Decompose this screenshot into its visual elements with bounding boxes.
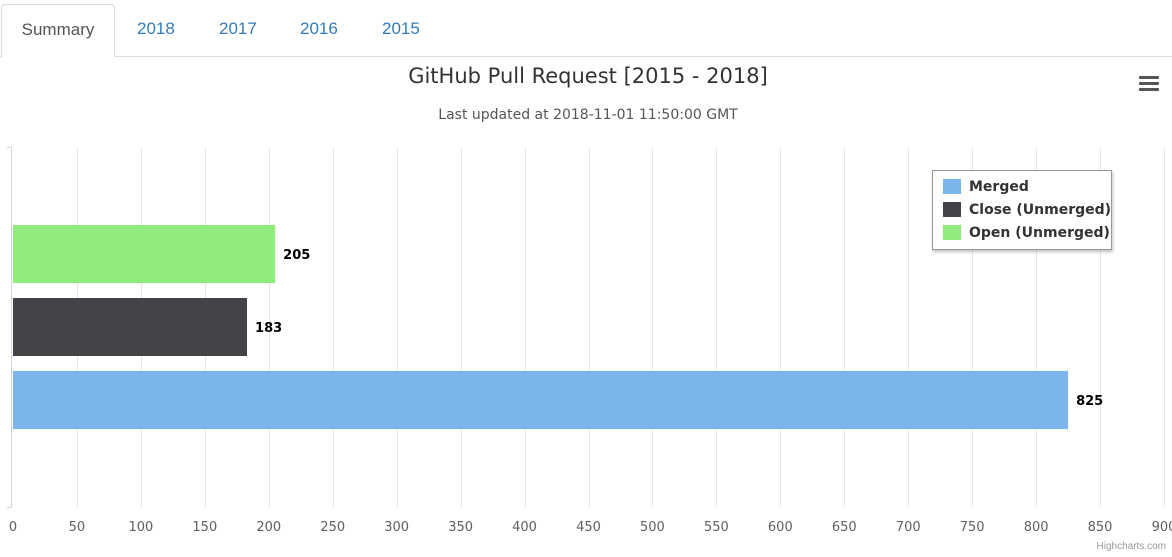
tab-summary[interactable]: Summary: [1, 4, 115, 58]
x-tick-label: 450: [576, 520, 601, 535]
legend-item-open-unmerged[interactable]: Open (Unmerged): [933, 223, 1111, 246]
x-tick-label: 300: [384, 520, 409, 535]
chart-subtitle: Last updated at 2018-11-01 11:50:00 GMT: [438, 107, 738, 123]
bar: [13, 298, 248, 356]
x-tick-label: 500: [640, 520, 665, 535]
x-tick-label: 850: [1088, 520, 1113, 535]
legend-swatch-close-unmerged: [943, 202, 961, 217]
x-tick-label: 250: [320, 520, 345, 535]
tab-2017[interactable]: 2017: [219, 19, 257, 38]
x-tick-label: 50: [69, 520, 86, 535]
bar: [13, 225, 276, 283]
data-label: 825: [1076, 394, 1103, 409]
data-label: 205: [283, 248, 310, 263]
legend-item-merged[interactable]: Merged: [933, 177, 1111, 200]
x-tick-label: 150: [192, 520, 217, 535]
x-tick-label: 400: [512, 520, 537, 535]
x-tick-label: 550: [704, 520, 729, 535]
x-tick-label: 0: [9, 520, 17, 535]
x-tick-label: 700: [896, 520, 921, 535]
tab-2016[interactable]: 2016: [300, 19, 338, 38]
x-tick-label: 900: [1152, 520, 1172, 535]
x-tick-label: 100: [128, 520, 153, 535]
x-tick-label: 750: [960, 520, 985, 535]
legend-label-merged: Merged: [969, 179, 1029, 195]
legend-swatch-open-unmerged: [943, 225, 961, 240]
chart-title: GitHub Pull Request [2015 - 2018]: [408, 64, 768, 88]
x-tick-label: 600: [768, 520, 793, 535]
x-tick-label: 650: [832, 520, 857, 535]
x-tick-label: 200: [256, 520, 281, 535]
data-label: 183: [255, 321, 282, 336]
chart-legend: Merged Close (Unmerged) Open (Unmerged): [932, 170, 1112, 250]
legend-label-open-unmerged: Open (Unmerged): [969, 225, 1110, 241]
category-axis-line: [6, 147, 12, 508]
legend-label-close-unmerged: Close (Unmerged): [969, 202, 1112, 218]
legend-swatch-merged: [943, 179, 961, 194]
bar: [13, 371, 1069, 429]
legend-item-close-unmerged[interactable]: Close (Unmerged): [933, 200, 1111, 223]
tab-2015[interactable]: 2015: [382, 19, 420, 38]
tab-2018[interactable]: 2018: [137, 19, 175, 38]
x-tick-label: 350: [448, 520, 473, 535]
chart-menu-button[interactable]: [1134, 71, 1164, 99]
credits-link[interactable]: Highcharts.com: [1096, 541, 1166, 552]
tab-bar: Summary 2018 2017 2016 2015: [0, 0, 1172, 58]
x-tick-label: 800: [1024, 520, 1049, 535]
